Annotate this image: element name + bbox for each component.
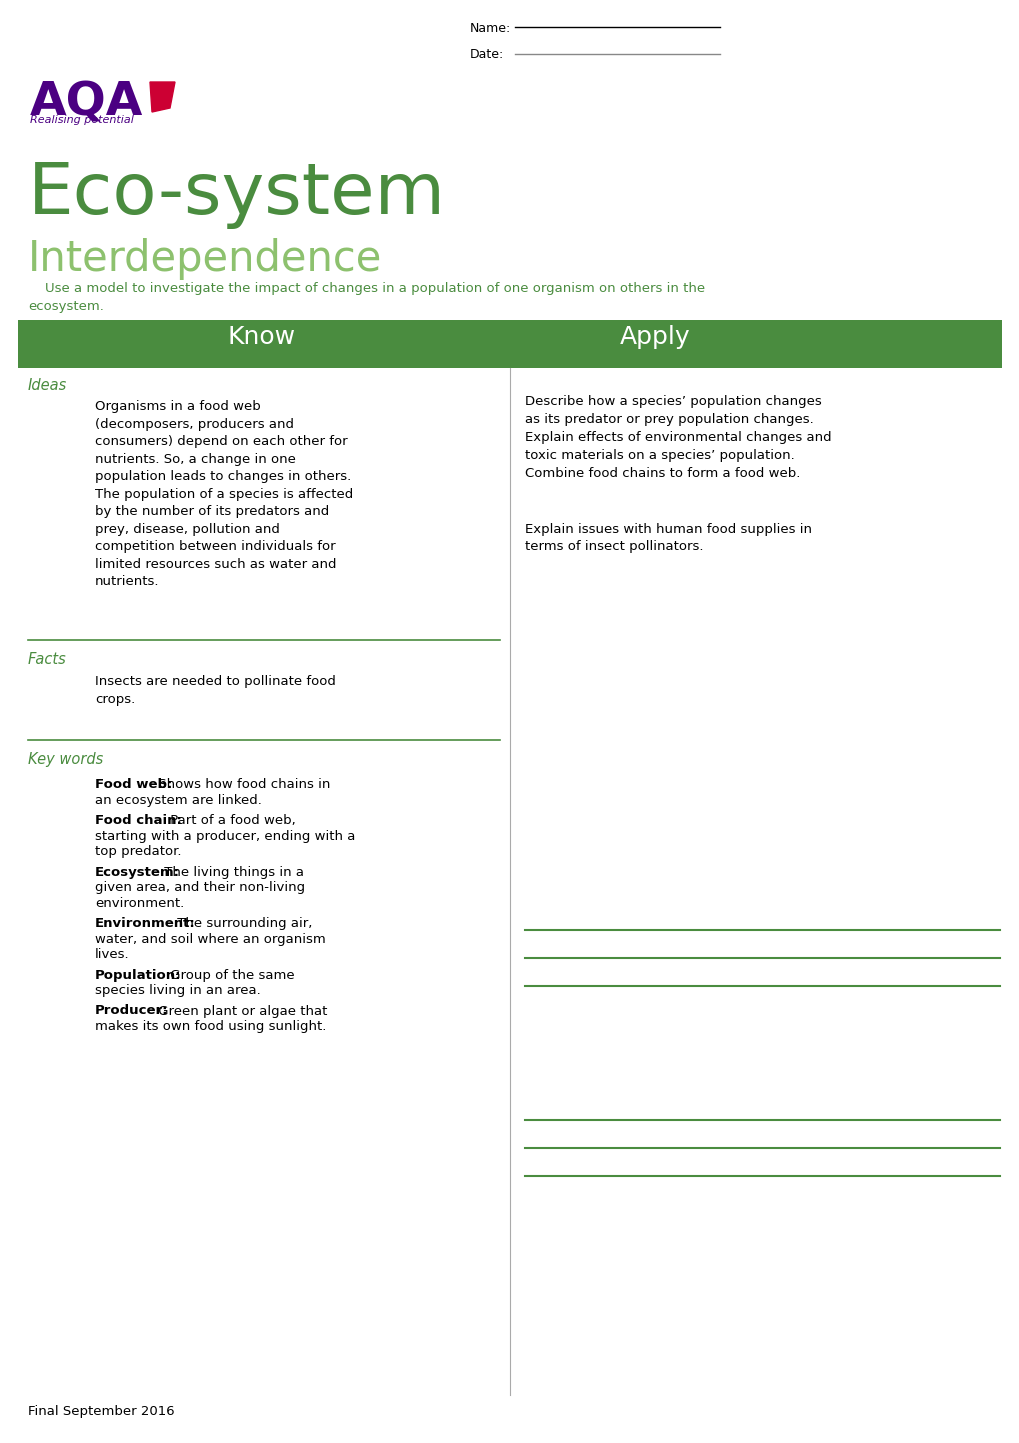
Text: Name:: Name: xyxy=(470,22,511,35)
Text: Group of the same: Group of the same xyxy=(166,968,294,981)
Text: Facts: Facts xyxy=(28,652,66,667)
Text: Food chain:: Food chain: xyxy=(95,814,181,827)
Text: Interdependence: Interdependence xyxy=(28,238,382,280)
Text: Date:: Date: xyxy=(470,48,503,61)
Polygon shape xyxy=(150,82,175,113)
Text: Part of a food web,: Part of a food web, xyxy=(166,814,296,827)
Text: Combine food chains to form a food web.: Combine food chains to form a food web. xyxy=(525,468,800,481)
Text: Food web:: Food web: xyxy=(95,778,172,791)
Text: Insects are needed to pollinate food
crops.: Insects are needed to pollinate food cro… xyxy=(95,675,335,706)
Text: Use a model to investigate the impact of changes in a population of one organism: Use a model to investigate the impact of… xyxy=(28,281,704,313)
Text: water, and soil where an organism: water, and soil where an organism xyxy=(95,932,325,945)
Text: given area, and their non-living: given area, and their non-living xyxy=(95,882,305,895)
Text: Final September 2016: Final September 2016 xyxy=(28,1405,174,1418)
Text: Apply: Apply xyxy=(620,325,690,349)
Text: Green plant or algae that: Green plant or algae that xyxy=(153,1004,326,1017)
Text: environment.: environment. xyxy=(95,896,184,909)
Text: Know: Know xyxy=(227,325,296,349)
Text: Ideas: Ideas xyxy=(28,378,67,392)
Text: The surrounding air,: The surrounding air, xyxy=(173,916,312,929)
Text: lives.: lives. xyxy=(95,948,129,961)
Text: Organisms in a food web
(decomposers, producers and
consumers) depend on each ot: Organisms in a food web (decomposers, pr… xyxy=(95,400,353,587)
Text: top predator.: top predator. xyxy=(95,846,181,859)
FancyBboxPatch shape xyxy=(18,320,1001,368)
Text: Shows how food chains in: Shows how food chains in xyxy=(153,778,329,791)
Text: Explain issues with human food supplies in
terms of insect pollinators.: Explain issues with human food supplies … xyxy=(525,522,811,553)
Text: Population:: Population: xyxy=(95,968,181,981)
Text: starting with a producer, ending with a: starting with a producer, ending with a xyxy=(95,830,355,843)
Text: Describe how a species’ population changes
as its predator or prey population ch: Describe how a species’ population chang… xyxy=(525,395,821,426)
Text: makes its own food using sunlight.: makes its own food using sunlight. xyxy=(95,1020,326,1033)
Text: an ecosystem are linked.: an ecosystem are linked. xyxy=(95,794,262,807)
Text: Producer:: Producer: xyxy=(95,1004,168,1017)
Text: species living in an area.: species living in an area. xyxy=(95,984,261,997)
Text: Eco-system: Eco-system xyxy=(28,160,445,229)
Text: Ecosystem:: Ecosystem: xyxy=(95,866,179,879)
Text: Realising potential: Realising potential xyxy=(30,115,133,126)
Text: Key words: Key words xyxy=(28,752,103,768)
Text: Explain effects of environmental changes and
toxic materials on a species’ popul: Explain effects of environmental changes… xyxy=(525,431,830,462)
Text: Environment:: Environment: xyxy=(95,916,196,929)
Text: The living things in a: The living things in a xyxy=(160,866,304,879)
Text: AQA: AQA xyxy=(30,79,144,126)
